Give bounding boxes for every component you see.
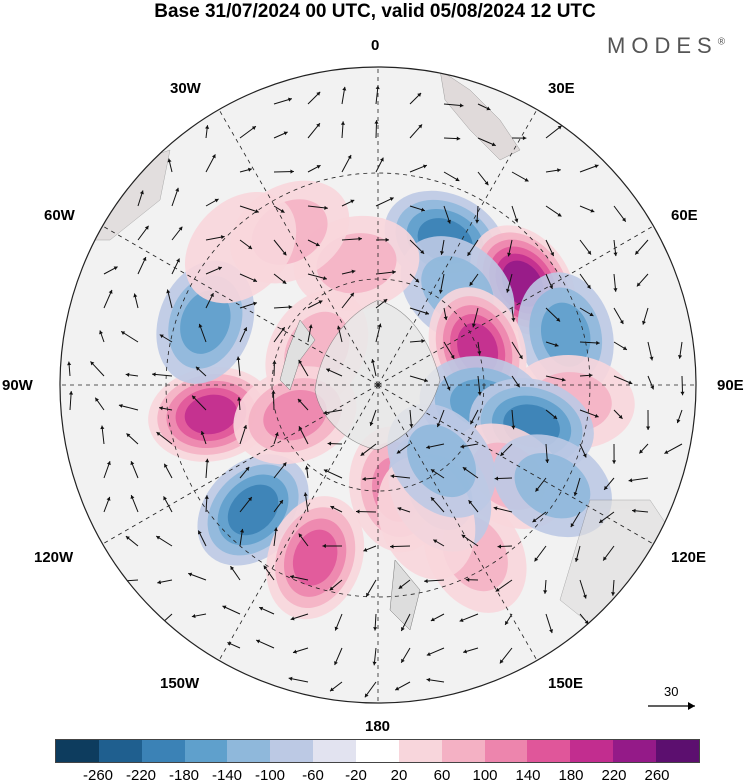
lon-label-30e: 30E — [548, 80, 575, 97]
colorbar-cell — [613, 740, 656, 762]
wind-arrow-head — [157, 624, 161, 628]
colorbar-tick-label: -220 — [126, 767, 156, 784]
colorbar-tick-label: 220 — [601, 767, 626, 784]
colorbar-tick-label: 180 — [558, 767, 583, 784]
lon-label-150w: 150W — [160, 675, 199, 692]
colorbar — [55, 739, 700, 763]
colorbar-cell — [313, 740, 356, 762]
wind-arrow-head — [118, 579, 122, 583]
lon-label-90e: 90E — [717, 377, 744, 394]
lon-label-120w: 120W — [34, 549, 73, 566]
lon-label-0: 0 — [371, 37, 379, 54]
reference-vector-head — [688, 702, 695, 710]
lon-label-30w: 30W — [170, 80, 201, 97]
colorbar-tick-label: -140 — [212, 767, 242, 784]
colorbar-cell — [356, 740, 399, 762]
colorbar-tick-label: 20 — [391, 767, 408, 784]
lon-label-120e: 120E — [671, 549, 706, 566]
colorbar-tick-label: -20 — [345, 767, 367, 784]
colorbar-cell — [527, 740, 570, 762]
lon-label-90w: 90W — [2, 377, 33, 394]
colorbar-tick-label: 140 — [515, 767, 540, 784]
colorbar-tick-label: -180 — [169, 767, 199, 784]
reference-vector-label: 30 — [664, 684, 678, 699]
colorbar-cell — [56, 740, 99, 762]
colorbar-cell — [270, 740, 313, 762]
colorbar-cell — [142, 740, 185, 762]
lon-label-60w: 60W — [44, 207, 75, 224]
colorbar-tick-label: 260 — [644, 767, 669, 784]
colorbar-cell — [656, 740, 699, 762]
colorbar-tick-label: 100 — [472, 767, 497, 784]
colorbar-cell — [99, 740, 142, 762]
colorbar-tick-label: 60 — [434, 767, 451, 784]
colorbar-cell — [185, 740, 228, 762]
colorbar-cell — [399, 740, 442, 762]
colorbar-tick-label: -60 — [302, 767, 324, 784]
colorbar-cell — [442, 740, 485, 762]
colorbar-ticks: -260 -220 -180 -140 -100 -60 -20 20 60 100 140 180 2… — [55, 767, 700, 783]
lon-label-150e: 150E — [548, 675, 583, 692]
colorbar-tick-label: -100 — [255, 767, 285, 784]
colorbar-tick-label: -260 — [83, 767, 113, 784]
lon-label-60e: 60E — [671, 207, 698, 224]
lon-label-180: 180 — [365, 718, 390, 735]
colorbar-cell — [485, 740, 528, 762]
colorbar-cell — [570, 740, 613, 762]
colorbar-cell — [227, 740, 270, 762]
